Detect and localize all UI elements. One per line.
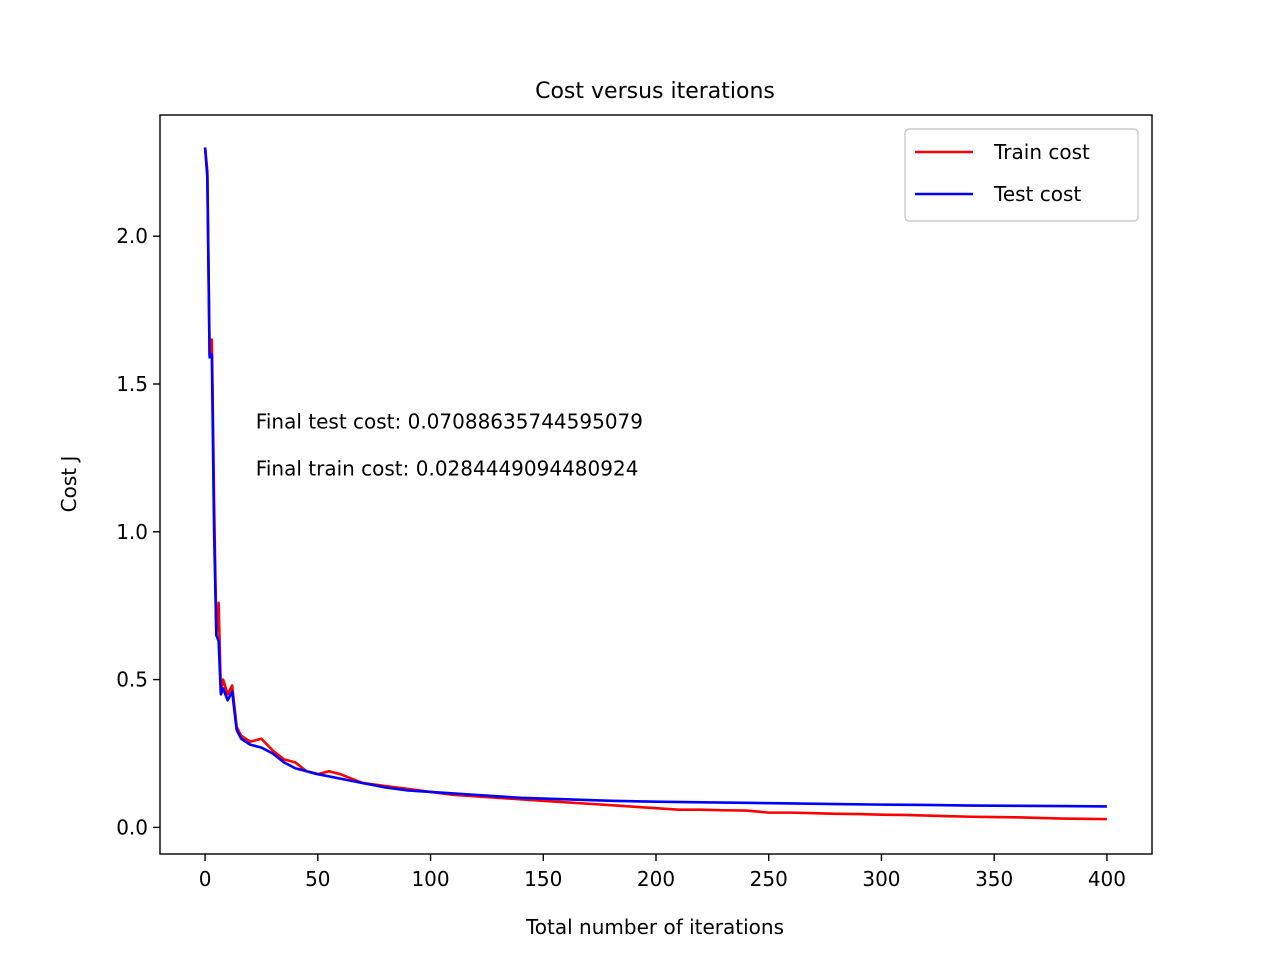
x-axis-label: Total number of iterations: [525, 915, 784, 939]
annotation-text: Final test cost: 0.07088635744595079: [256, 409, 643, 433]
y-tick-label: 1.0: [116, 520, 148, 544]
legend: Train cost Test cost: [904, 128, 1139, 222]
x-tick-label: 350: [975, 867, 1013, 891]
x-tick-label: 300: [862, 867, 900, 891]
x-tick-label: 400: [1088, 867, 1126, 891]
y-tick-label: 0.5: [116, 668, 148, 692]
x-axis-ticks: 0 50 100 150 200 250 300 350 400: [199, 854, 1126, 891]
y-axis-label: Cost J: [57, 456, 81, 513]
annotation-text: Final train cost: 0.0284449094480924: [256, 457, 639, 481]
series-line-test-cost: [203, 147, 1107, 808]
series-layer: [203, 147, 1107, 821]
y-tick-label: 1.5: [116, 372, 148, 396]
y-tick-label: 0.0: [116, 815, 148, 839]
annotation-layer: Final test cost: 0.07088635744595079 Fina…: [256, 409, 643, 480]
chart-title: Cost versus iterations: [535, 79, 775, 104]
x-tick-label: 150: [524, 867, 562, 891]
y-tick-label: 2.0: [116, 224, 148, 248]
x-tick-label: 0: [199, 867, 212, 891]
plot-area: [160, 115, 1152, 854]
x-tick-label: 250: [750, 867, 788, 891]
x-tick-label: 50: [305, 867, 330, 891]
y-axis-ticks: 0.0 0.5 1.0 1.5 2.0: [116, 224, 160, 839]
legend-label: Test cost: [993, 182, 1081, 206]
x-tick-label: 200: [637, 867, 675, 891]
series-line-train-cost: [203, 147, 1107, 821]
legend-label: Train cost: [993, 140, 1090, 164]
x-tick-label: 100: [411, 867, 449, 891]
